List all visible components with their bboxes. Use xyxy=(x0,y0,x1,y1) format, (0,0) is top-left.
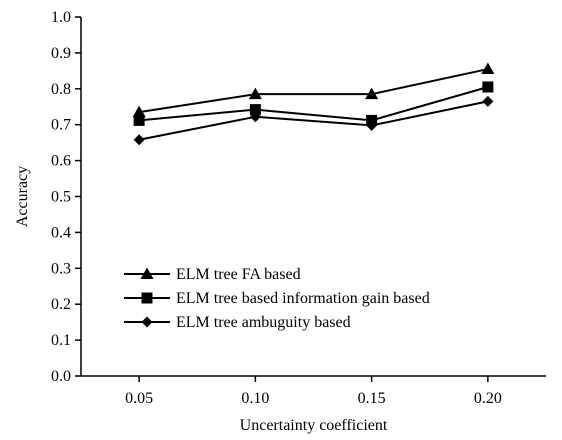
series-line xyxy=(139,86,489,122)
data-point xyxy=(249,104,261,116)
data-point xyxy=(133,114,145,126)
legend-item: ELM tree FA based xyxy=(124,266,301,283)
series-layer xyxy=(132,62,495,146)
legend-item: ELM tree ambuguity based xyxy=(124,314,351,331)
y-tick-label: 1.0 xyxy=(51,9,71,26)
y-axis-title: Accuracy xyxy=(14,166,31,227)
y-tick-label: 0.4 xyxy=(51,224,71,241)
data-point xyxy=(482,95,494,107)
y-tick-label: 0.1 xyxy=(51,332,71,349)
data-point xyxy=(481,62,495,75)
data-point xyxy=(482,81,494,93)
data-point xyxy=(366,119,378,131)
data-point xyxy=(133,134,145,146)
data-point xyxy=(365,87,379,100)
series-diamond xyxy=(133,95,494,146)
y-tick-label: 0.0 xyxy=(51,368,71,385)
series-line xyxy=(138,68,489,114)
y-tick-label: 0.6 xyxy=(51,153,71,170)
x-tick-label: 0.05 xyxy=(125,390,153,407)
legend-item: ELM tree based information gain based xyxy=(124,290,430,307)
series-triangle xyxy=(132,62,495,118)
y-tick-label: 0.8 xyxy=(51,81,71,98)
legend-marker xyxy=(141,292,153,304)
y-tick-label: 0.2 xyxy=(51,296,71,313)
x-ticks: 0.05 0.10 0.15 0.20 xyxy=(125,376,502,407)
legend-marker xyxy=(141,316,153,328)
y-tick-label: 0.3 xyxy=(51,260,71,277)
y-ticks: 0.0 0.1 0.2 0.3 0.4 0.5 0.6 0.7 0.8 0.9 1.0 xyxy=(51,9,81,385)
x-tick-label: 0.10 xyxy=(241,390,269,407)
legend-label: ELM tree based information gain based xyxy=(176,290,430,307)
y-tick-label: 0.5 xyxy=(51,189,71,206)
legend: ELM tree FA based ELM tree based informat… xyxy=(124,266,430,331)
data-point xyxy=(248,87,262,100)
x-tick-label: 0.15 xyxy=(358,390,386,407)
y-tick-label: 0.9 xyxy=(51,45,71,62)
legend-marker xyxy=(140,267,154,279)
x-axis-title: Uncertainty coefficient xyxy=(240,417,388,434)
data-point xyxy=(249,111,261,123)
data-point xyxy=(132,105,146,118)
y-tick-label: 0.7 xyxy=(51,117,71,134)
x-tick-label: 0.20 xyxy=(474,390,502,407)
legend-label: ELM tree FA based xyxy=(176,266,301,283)
legend-label: ELM tree ambuguity based xyxy=(176,314,351,331)
series-line xyxy=(138,100,489,141)
